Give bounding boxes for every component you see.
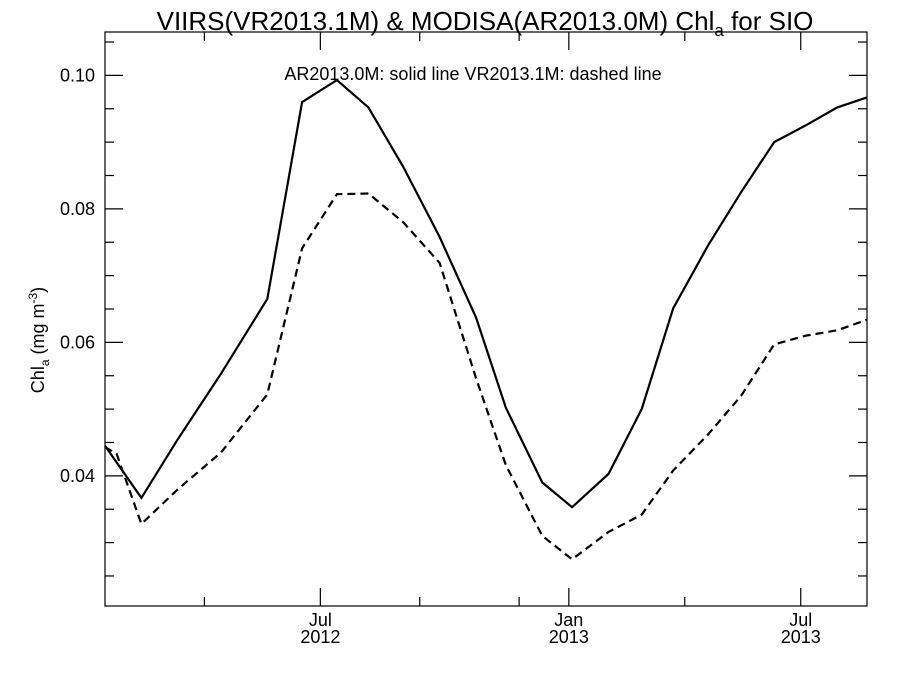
- y-axis-label: Chla (mg m-3): [26, 287, 52, 393]
- chart-annotation: AR2013.0M: solid line VR2013.1M: dashed …: [284, 64, 661, 84]
- plot-frame: [104, 31, 868, 607]
- chart-title: VIIRS(VR2013.1M) & MODISA(AR2013.0M) Chl…: [157, 6, 814, 40]
- x-tick-label-month: Jul: [789, 610, 812, 630]
- y-tick-label: 0.04: [60, 466, 95, 486]
- y-tick-label: 0.06: [60, 332, 95, 352]
- x-tick-label-month: Jul: [309, 610, 332, 630]
- x-tick-label-month: Jan: [554, 610, 583, 630]
- x-tick-label-year: 2012: [300, 627, 340, 647]
- series-line-vr2013-1m: [104, 192, 868, 561]
- x-tick-label-year: 2013: [549, 627, 589, 647]
- x-tick-label-year: 2013: [781, 627, 821, 647]
- series-line-ar2013-0m: [104, 78, 868, 509]
- y-tick-label: 0.08: [60, 199, 95, 219]
- y-tick-label: 0.10: [60, 65, 95, 85]
